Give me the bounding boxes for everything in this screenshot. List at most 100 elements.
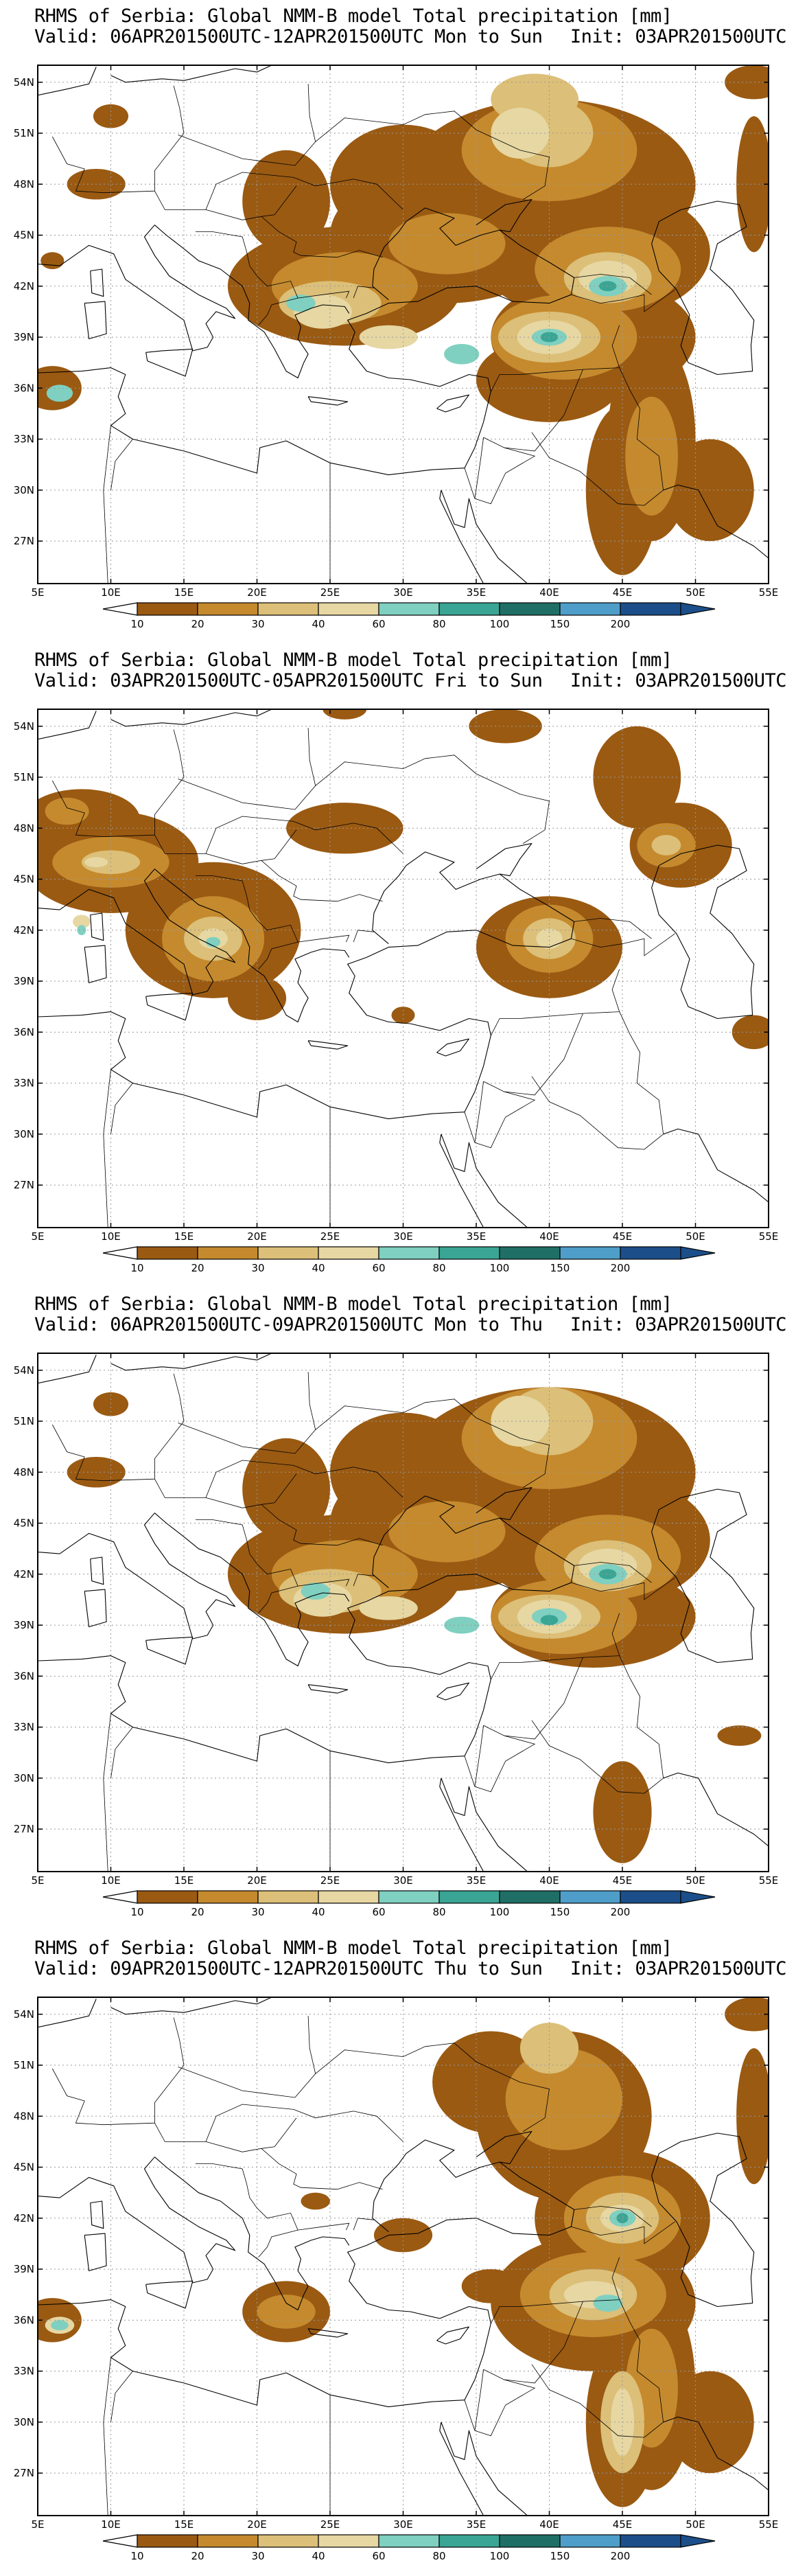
colorbar-swatch xyxy=(559,2534,621,2548)
lon-label: 10E xyxy=(101,586,121,599)
lat-label: 48N xyxy=(14,2110,34,2122)
precipitation-map: 5E 10E 15E 20E 25E 30E 35E 40E 45E 50E 55E 54N 51N 48… xyxy=(14,1353,778,1918)
coastline xyxy=(90,268,104,297)
colorbar-swatch xyxy=(257,1890,319,1904)
coastline xyxy=(347,1574,572,1756)
coastline xyxy=(145,1636,194,1665)
precipitation-field xyxy=(38,1353,769,1872)
lon-label: 45E xyxy=(613,1874,633,1887)
lat-label: 39N xyxy=(14,2263,34,2275)
precipitation-field xyxy=(38,65,769,584)
panel-valid-period: Valid: 06APR201500UTC-12APR201500UTC Mon… xyxy=(34,26,543,47)
colorbar: 10 20 30 40 60 80 100 150 200 xyxy=(102,1246,716,1274)
colorbar-label: 100 xyxy=(490,2550,510,2562)
precip-area xyxy=(444,1616,480,1634)
lat-label: 39N xyxy=(14,1619,34,1631)
colorbar-high-arrow xyxy=(680,602,716,616)
country-border xyxy=(474,2379,536,2437)
coastlines xyxy=(38,1353,769,1872)
colorbar-swatch xyxy=(438,1246,500,1260)
coastline xyxy=(38,67,97,117)
coastline xyxy=(347,286,572,468)
precip-area xyxy=(84,857,108,868)
country-border xyxy=(261,2148,383,2190)
coastlines xyxy=(38,65,769,584)
colorbar-swatch xyxy=(318,1246,379,1260)
country-border xyxy=(353,2218,374,2231)
colorbar-label: 200 xyxy=(611,1262,631,1274)
lon-label: 45E xyxy=(613,586,633,599)
country-border xyxy=(315,1399,550,1488)
colorbar-label: 100 xyxy=(490,1262,510,1274)
colorbar-label: 40 xyxy=(312,2550,325,2562)
colorbar-low-arrow xyxy=(102,1246,138,1260)
country-border xyxy=(196,231,298,325)
lon-label: 45E xyxy=(613,2518,633,2531)
coastline xyxy=(59,225,236,352)
country-border xyxy=(483,369,583,452)
colorbar-swatch xyxy=(378,2534,440,2548)
country-border xyxy=(353,1574,374,1587)
lon-label: 35E xyxy=(467,586,487,599)
precip-area xyxy=(388,213,506,275)
lat-label: 27N xyxy=(14,535,34,547)
colorbar-swatch xyxy=(620,2534,681,2548)
coastline xyxy=(38,2299,465,2408)
coastline xyxy=(476,2131,532,2165)
country-border xyxy=(196,1519,298,1613)
country-borders xyxy=(51,728,675,1228)
lat-label: 45N xyxy=(14,2161,34,2174)
colorbar-label: 30 xyxy=(251,618,264,630)
coastline xyxy=(59,869,236,996)
panel-valid-period: Valid: 09APR201500UTC-12APR201500UTC Thu… xyxy=(34,1958,543,1979)
colorbar-swatch xyxy=(318,602,379,616)
country-border xyxy=(574,2206,652,2227)
precip-area xyxy=(461,2269,520,2303)
precipitation-map: 5E 10E 15E 20E 25E 30E 35E 40E 45E 50E 55E 54N 51N 48… xyxy=(14,1997,778,2562)
lon-label: 40E xyxy=(539,1230,559,1243)
coastline xyxy=(436,394,469,413)
country-border xyxy=(483,1657,583,1740)
coastline xyxy=(307,1040,349,1050)
panel-title: RHMS of Serbia: Global NMM-B model Total… xyxy=(34,1937,672,1959)
colorbar-label: 200 xyxy=(611,2550,631,2562)
colorbar-label: 60 xyxy=(372,1906,385,1918)
colorbar-label: 60 xyxy=(372,618,385,630)
lon-label: 40E xyxy=(539,586,559,599)
coastline xyxy=(154,1513,350,1667)
country-border xyxy=(178,84,316,166)
country-borders xyxy=(51,1372,675,1872)
map-panel-1: RHMS of Serbia: Global NMM-B model Total… xyxy=(0,0,796,644)
coastline xyxy=(663,1128,769,1203)
coastline xyxy=(154,225,350,379)
coastline xyxy=(439,2422,484,2516)
coastline xyxy=(372,2139,575,2233)
colorbar-high-arrow xyxy=(680,1890,716,1904)
precip-area xyxy=(93,1392,129,1416)
country-border xyxy=(154,2104,403,2142)
coastline xyxy=(439,1778,484,1872)
country-border xyxy=(571,933,675,956)
lat-label: 30N xyxy=(14,1128,34,1140)
country-border xyxy=(154,816,403,854)
coastline xyxy=(90,1556,104,1585)
lon-label: 50E xyxy=(686,2518,705,2531)
coastline xyxy=(59,1513,236,1640)
coastline xyxy=(651,2132,755,2308)
colorbar-low-arrow xyxy=(102,2534,138,2548)
country-border xyxy=(531,1720,664,1794)
coastline xyxy=(38,711,97,761)
colorbar-swatch xyxy=(438,1890,500,1904)
country-border xyxy=(51,729,185,838)
colorbar-label: 10 xyxy=(130,1262,143,1274)
colorbar-swatch xyxy=(197,1890,259,1904)
coastline xyxy=(663,484,769,559)
colorbar-label: 150 xyxy=(550,618,570,630)
lat-label: 42N xyxy=(14,280,34,292)
country-border xyxy=(298,2222,350,2231)
lon-label: 40E xyxy=(539,1874,559,1887)
precip-area xyxy=(593,726,681,829)
colorbar-swatch xyxy=(197,1246,259,1260)
precip-area xyxy=(73,915,91,929)
country-border xyxy=(261,1504,383,1546)
